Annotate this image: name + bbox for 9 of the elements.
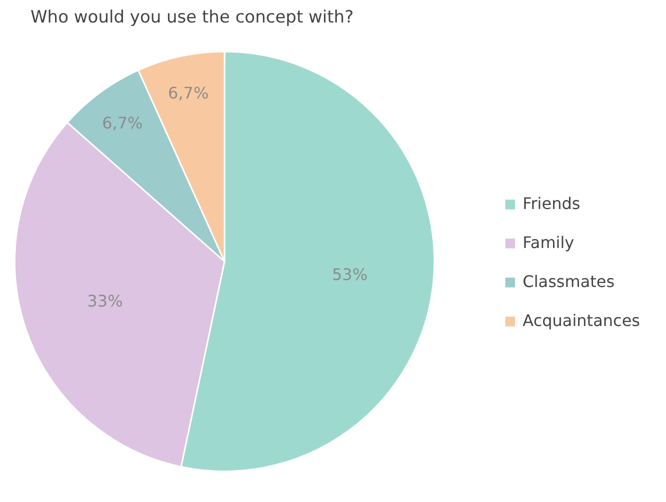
data-label: 6,7%	[102, 113, 143, 132]
data-label: 6,7%	[168, 84, 209, 103]
chart-title: Who would you use the concept with?	[30, 8, 354, 28]
data-label: 53%	[332, 265, 368, 284]
legend-label: Classmates	[522, 272, 615, 291]
legend-label: Family	[522, 233, 574, 252]
legend-label: Friends	[522, 194, 580, 213]
legend-label: Acquaintances	[522, 311, 640, 330]
data-label: 33%	[87, 292, 123, 310]
